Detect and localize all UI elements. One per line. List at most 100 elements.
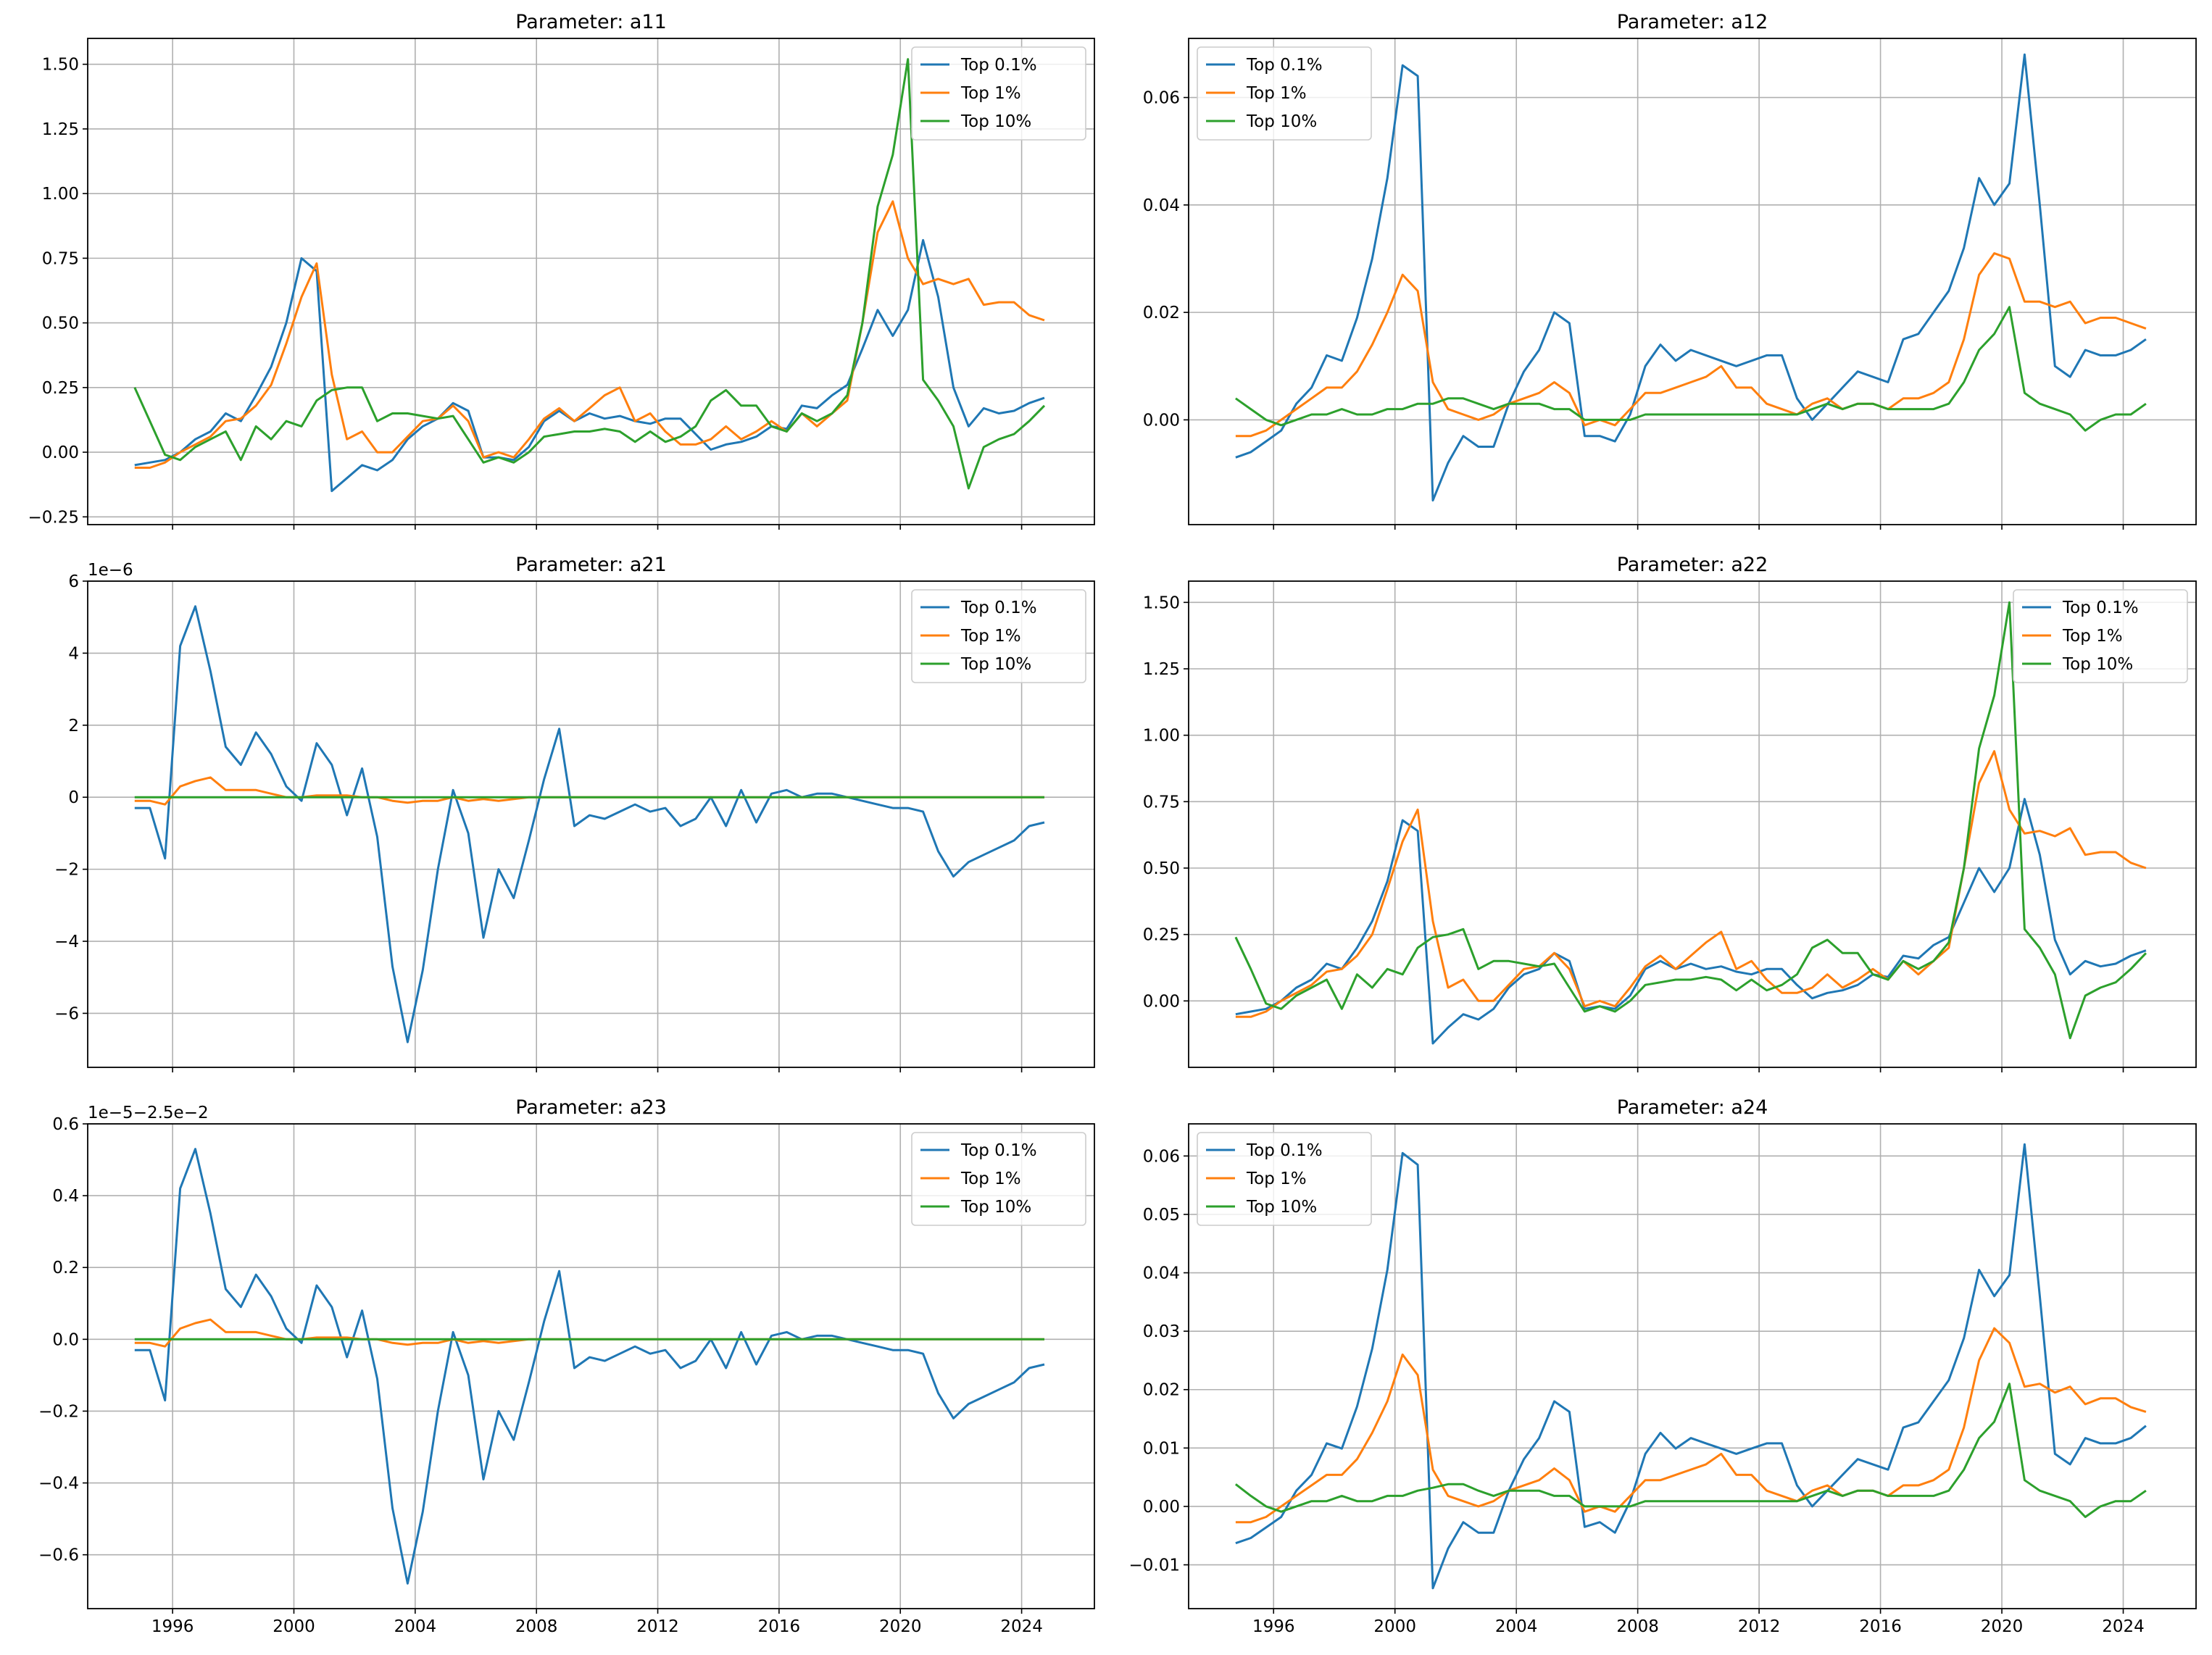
legend: Top 0.1% Top 1% Top 10% xyxy=(911,589,1086,683)
axis-offset-label: 1e−6 xyxy=(88,561,133,580)
series-line-top-0-1- xyxy=(134,1148,1045,1585)
y-tick-label: 0.00 xyxy=(1143,1498,1180,1517)
series-line-top-1- xyxy=(1235,1327,2147,1524)
y-tick-label: 0.6 xyxy=(52,1115,79,1134)
x-tick-label: 1996 xyxy=(1252,1617,1295,1636)
legend-label: Top 1% xyxy=(2062,627,2123,646)
y-tick-label: 0.04 xyxy=(1143,196,1180,215)
axes-frame xyxy=(87,580,1095,1068)
legend-box xyxy=(2013,589,2188,683)
x-tick-label: 2012 xyxy=(1738,1617,1781,1636)
legend: Top 0.1% Top 1% Top 10% xyxy=(1197,1132,1372,1226)
y-tick-label: 0.04 xyxy=(1143,1264,1180,1283)
series-line-top-1- xyxy=(134,200,1045,469)
legend: Top 0.1% Top 1% Top 10% xyxy=(911,1132,1086,1226)
subplot-parameter-a23: 1996 2000 2004 2008 2012 2016 2020 2024 −0.6 −0.4… xyxy=(38,1096,1095,1636)
x-tick-label: 2004 xyxy=(394,1617,437,1636)
axes-frame xyxy=(87,38,1095,525)
x-tick-label: 2012 xyxy=(636,1617,679,1636)
chart-title: Parameter: a11 xyxy=(515,11,667,33)
y-tick-label: 4 xyxy=(68,644,79,663)
y-tick-label: 0.06 xyxy=(1143,89,1180,108)
legend-label: Top 1% xyxy=(960,1170,1021,1188)
subplot-parameter-a11: −0.25 0.00 0.25 0.50 0.75 1.00 1.25 1.50 Paramet… xyxy=(28,11,1095,530)
y-tick-label: −2 xyxy=(54,861,79,880)
y-tick-label: −4 xyxy=(54,933,79,951)
legend-label: Top 10% xyxy=(960,112,1031,131)
legend-label: Top 0.1% xyxy=(960,1141,1037,1160)
y-tick-label: −0.25 xyxy=(28,508,79,527)
x-tick-label: 2024 xyxy=(2102,1617,2145,1636)
y-tick-label: 0.50 xyxy=(42,314,79,333)
x-tick-label: 2008 xyxy=(1616,1617,1659,1636)
y-tick-label: 0.4 xyxy=(52,1187,79,1206)
y-tick-label: 1.00 xyxy=(42,185,79,204)
y-tick-label: 0.75 xyxy=(1143,793,1180,812)
x-tick-label: 2000 xyxy=(273,1617,315,1636)
x-tick-label: 2016 xyxy=(758,1617,801,1636)
y-tick-label: 1.25 xyxy=(1143,660,1180,679)
legend-box xyxy=(1197,1132,1372,1226)
series-line-top-1- xyxy=(1235,252,2147,438)
legend: Top 0.1% Top 1% Top 10% xyxy=(1197,46,1372,141)
series-line-top-0-1- xyxy=(134,238,1045,493)
y-tick-label: 0.2 xyxy=(52,1259,79,1277)
y-tick-label: −0.4 xyxy=(38,1475,79,1493)
legend-box xyxy=(911,46,1086,141)
series-line-top-10- xyxy=(1234,601,2147,1040)
y-tick-label: 0.01 xyxy=(1143,1439,1180,1458)
y-tick-label: 0.06 xyxy=(1143,1147,1180,1166)
x-tick-label: 2020 xyxy=(879,1617,922,1636)
series-line-top-10- xyxy=(133,58,1046,490)
subplot-parameter-a22: 0.00 0.25 0.50 0.75 1.00 1.25 1.50 Parameter: a… xyxy=(1143,554,2197,1072)
legend-label: Top 0.1% xyxy=(1246,56,1323,75)
y-tick-label: 1.00 xyxy=(1143,727,1180,746)
y-tick-label: 0.50 xyxy=(1143,859,1180,878)
y-tick-label: 0.75 xyxy=(42,249,79,268)
y-tick-label: 1.50 xyxy=(1143,593,1180,612)
x-tick-label: 2024 xyxy=(1000,1617,1043,1636)
axis-offset-label: 1e−5−2.5e−2 xyxy=(88,1104,209,1122)
y-tick-label: −6 xyxy=(54,1004,79,1023)
chart-title: Parameter: a24 xyxy=(1617,1096,1768,1119)
y-tick-label: 0.00 xyxy=(1143,411,1180,430)
legend-label: Top 10% xyxy=(960,655,1031,674)
legend-label: Top 1% xyxy=(960,84,1021,103)
series-line-top-10- xyxy=(1234,1383,2147,1518)
y-tick-label: 1.50 xyxy=(42,56,79,75)
y-tick-label: 0.03 xyxy=(1143,1322,1180,1341)
series-line-top-0-1- xyxy=(134,605,1045,1043)
legend-label: Top 1% xyxy=(960,627,1021,646)
legend-label: Top 10% xyxy=(1246,1198,1317,1217)
legend-box xyxy=(1197,46,1372,141)
series-line-top-1- xyxy=(1235,750,2147,1018)
y-tick-label: 0.00 xyxy=(42,443,79,462)
legend: Top 0.1% Top 1% Top 10% xyxy=(911,46,1086,141)
y-tick-label: 0.00 xyxy=(1143,992,1180,1011)
y-tick-label: −0.01 xyxy=(1129,1556,1180,1575)
legend-label: Top 0.1% xyxy=(960,56,1037,75)
chart-title: Parameter: a21 xyxy=(515,554,667,576)
legend-label: Top 10% xyxy=(2062,655,2133,674)
y-tick-label: 0.05 xyxy=(1143,1206,1180,1225)
legend-box xyxy=(911,589,1086,683)
axes-frame xyxy=(1188,38,2197,525)
series-line-top-1- xyxy=(134,776,1044,806)
y-tick-label: −0.6 xyxy=(38,1546,79,1565)
chart-title: Parameter: a12 xyxy=(1617,11,1768,33)
y-tick-label: 0.25 xyxy=(42,379,79,398)
y-tick-label: 0 xyxy=(68,788,79,807)
legend-label: Top 0.1% xyxy=(960,599,1037,617)
y-tick-label: 0.25 xyxy=(1143,926,1180,945)
legend-label: Top 0.1% xyxy=(1246,1141,1323,1160)
axes-frame xyxy=(1188,1123,2197,1609)
axes-frame xyxy=(1188,580,2197,1068)
series-line-top-0-1- xyxy=(1235,798,2147,1045)
x-tick-label: 2016 xyxy=(1859,1617,1902,1636)
legend-label: Top 10% xyxy=(1246,112,1317,131)
series-line-top-10- xyxy=(1235,306,2147,432)
y-tick-label: 0.02 xyxy=(1143,304,1180,322)
y-tick-label: 1.25 xyxy=(42,120,79,139)
chart-title: Parameter: a22 xyxy=(1617,554,1768,576)
